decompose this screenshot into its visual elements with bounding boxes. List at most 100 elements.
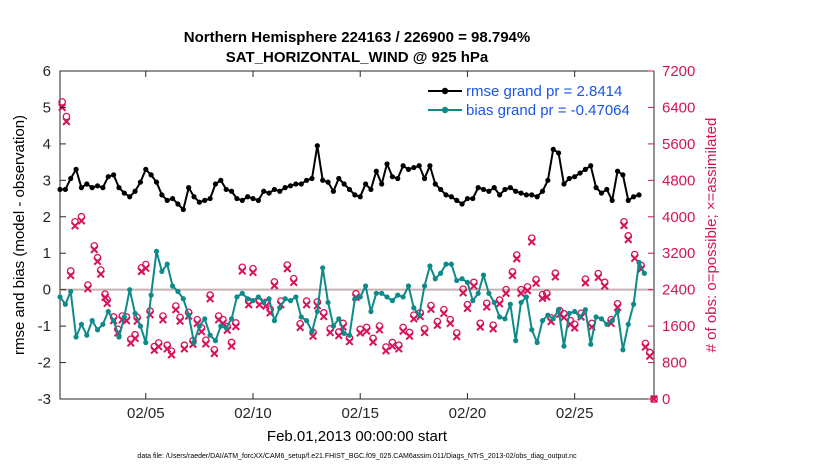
bias-point	[191, 339, 197, 346]
bias-point	[341, 330, 347, 336]
obs-assimilated-marker	[469, 282, 478, 291]
obs-assimilated-marker	[154, 342, 163, 351]
rmse-point	[68, 175, 74, 182]
bias-point	[470, 298, 476, 304]
legend: rmse grand pr = 2.8414 bias grand pr = -…	[428, 83, 630, 119]
obs-assimilated-marker	[66, 271, 75, 280]
rmse-point	[486, 188, 492, 194]
bias-point	[127, 287, 133, 293]
bias-point	[588, 341, 594, 347]
rmse-point	[84, 181, 90, 187]
rmse-point	[89, 185, 95, 191]
bias-point	[518, 299, 524, 306]
obs-assimilated-marker	[375, 325, 384, 334]
rmse-point	[202, 197, 208, 203]
obs-assimilated-marker	[345, 337, 354, 346]
obs-assimilated-marker	[101, 293, 110, 302]
obs-assimilated-marker	[641, 343, 650, 352]
rmse-point	[132, 188, 138, 194]
bias-point	[384, 294, 390, 300]
bias-point	[68, 288, 74, 295]
obs-assimilated-marker	[495, 299, 504, 308]
rmse-point	[320, 177, 326, 183]
bias-point	[604, 321, 610, 327]
obs-assimilated-marker	[426, 305, 435, 314]
bias-point	[89, 318, 95, 324]
rmse-point	[223, 186, 229, 193]
obs-assimilated-marker	[302, 300, 311, 309]
obs-assimilated-marker	[201, 339, 210, 348]
bias-point	[346, 332, 353, 338]
y-axis-right-label: # of obs: o=possible; ×=assimilated	[703, 118, 720, 353]
series-group	[57, 98, 659, 404]
bias-point	[411, 305, 417, 311]
bias-point	[196, 323, 202, 329]
legend-bias-marker	[441, 106, 449, 114]
obs-assimilated-marker	[238, 266, 247, 275]
rmse-point	[502, 186, 508, 193]
bias-point	[550, 316, 556, 322]
bias-point	[432, 276, 438, 282]
rmse-point	[497, 192, 503, 198]
obs-assimilated-marker	[206, 294, 215, 303]
rmse-point	[111, 172, 117, 178]
bias-point	[572, 308, 578, 315]
y-right-tick-label: 800	[662, 355, 687, 372]
rmse-point	[636, 192, 642, 198]
rmse-point	[153, 179, 160, 185]
rmse-point	[577, 170, 583, 176]
y-right-tick-label: 2400	[662, 282, 695, 299]
bias-point	[250, 298, 256, 304]
rmse-point	[625, 197, 631, 203]
bias-point	[277, 305, 283, 311]
rmse-point	[384, 161, 390, 167]
obs-assimilated-marker	[645, 352, 654, 361]
bias-point	[116, 334, 122, 340]
plot-area	[59, 70, 655, 400]
bias-point	[373, 290, 379, 296]
rmse-point	[588, 163, 594, 169]
bias-point	[555, 307, 562, 313]
bias-point	[153, 248, 160, 254]
y-left-tick-label: 4	[43, 136, 51, 153]
rmse-point	[470, 195, 476, 202]
rmse-point	[545, 177, 551, 183]
bias-point	[400, 294, 406, 300]
bias-point	[121, 314, 127, 320]
bias-point	[497, 314, 503, 320]
obs-assimilated-marker	[158, 315, 167, 324]
bias-point	[245, 296, 251, 302]
obs-assimilated-marker	[619, 221, 628, 230]
bias-point	[143, 339, 149, 346]
rmse-point	[137, 179, 144, 185]
bias-point	[78, 321, 85, 327]
obs-assimilated-marker	[594, 273, 603, 282]
x-tick-label: 02/20	[449, 405, 487, 422]
obs-assimilated-marker	[90, 245, 99, 254]
bias-point	[282, 296, 288, 302]
rmse-point	[421, 175, 428, 182]
obs-assimilated-marker	[319, 312, 328, 321]
rmse-point	[631, 194, 637, 200]
obs-assimilated-marker	[77, 216, 86, 225]
rmse-point	[438, 186, 444, 193]
rmse-point	[143, 166, 149, 172]
y-right-tick-label: 7200	[662, 63, 695, 80]
bias-point	[148, 292, 154, 298]
rmse-point	[314, 143, 320, 149]
rmse-point	[330, 188, 337, 194]
obs-assimilated-marker	[446, 319, 455, 328]
rmse-point	[341, 181, 347, 187]
x-tick-label: 02/10	[234, 405, 272, 422]
rmse-point	[212, 181, 219, 187]
rmse-point	[100, 185, 106, 191]
y-right-tick-label: 0	[662, 391, 670, 408]
bias-point	[438, 270, 444, 276]
bias-point	[389, 298, 395, 304]
y-right-tick-label: 3200	[662, 245, 695, 262]
obs-assimilated-marker	[502, 289, 511, 298]
rmse-point	[191, 194, 197, 200]
bias-point	[636, 259, 642, 265]
rmse-point	[566, 175, 572, 182]
bias-point	[523, 294, 530, 300]
